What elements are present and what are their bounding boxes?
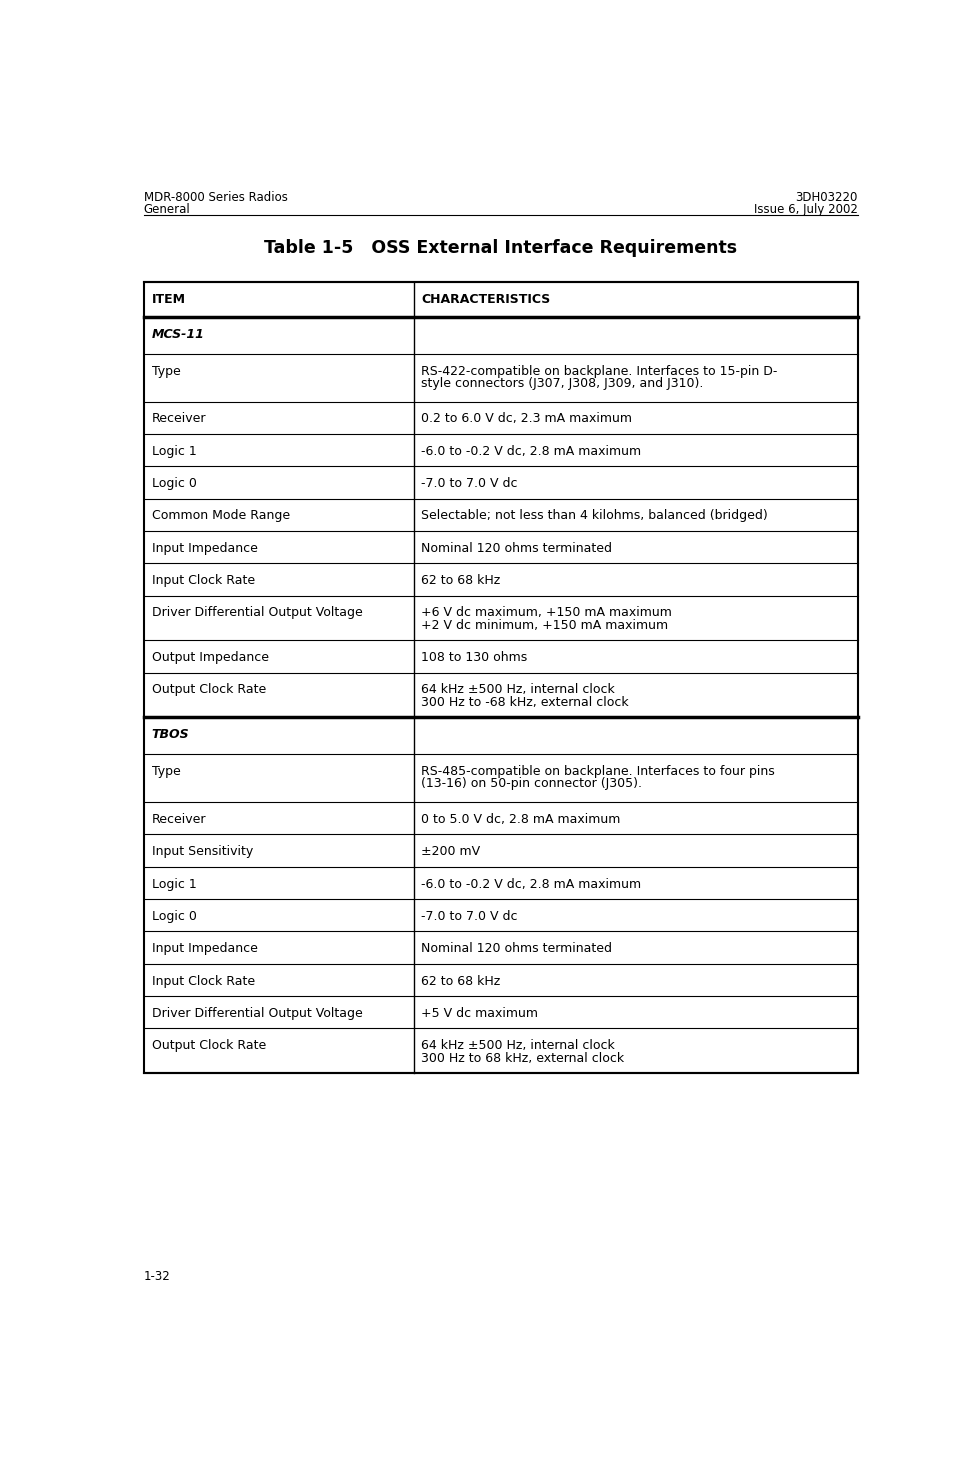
Text: style connectors (J307, J308, J309, and J310).: style connectors (J307, J308, J309, and … [421, 377, 703, 391]
Text: Selectable; not less than 4 kilohms, balanced (bridged): Selectable; not less than 4 kilohms, bal… [421, 509, 768, 522]
Text: Receiver: Receiver [151, 813, 206, 826]
Text: Type: Type [151, 765, 181, 778]
Text: Input Impedance: Input Impedance [151, 542, 258, 555]
Text: 1-32: 1-32 [144, 1270, 171, 1283]
Text: 108 to 130 ohms: 108 to 130 ohms [421, 651, 528, 665]
Text: +6 V dc maximum, +150 mA maximum: +6 V dc maximum, +150 mA maximum [421, 607, 672, 620]
Text: -7.0 to 7.0 V dc: -7.0 to 7.0 V dc [421, 910, 518, 924]
Text: 0 to 5.0 V dc, 2.8 mA maximum: 0 to 5.0 V dc, 2.8 mA maximum [421, 813, 620, 826]
Text: 300 Hz to 68 kHz, external clock: 300 Hz to 68 kHz, external clock [421, 1052, 624, 1064]
Text: Receiver: Receiver [151, 413, 206, 425]
Text: 3DH03220: 3DH03220 [795, 191, 858, 204]
Text: Driver Differential Output Voltage: Driver Differential Output Voltage [151, 1006, 362, 1020]
Text: +5 V dc maximum: +5 V dc maximum [421, 1006, 538, 1020]
Text: MCS-11: MCS-11 [151, 327, 204, 340]
Text: Output Impedance: Output Impedance [151, 651, 269, 665]
Text: Issue 6, July 2002: Issue 6, July 2002 [753, 203, 858, 216]
Text: Output Clock Rate: Output Clock Rate [151, 1039, 266, 1052]
Text: Nominal 120 ohms terminated: Nominal 120 ohms terminated [421, 943, 613, 955]
Text: 62 to 68 kHz: 62 to 68 kHz [421, 574, 500, 588]
Text: (13-16) on 50-pin connector (J305).: (13-16) on 50-pin connector (J305). [421, 777, 643, 790]
Text: Driver Differential Output Voltage: Driver Differential Output Voltage [151, 607, 362, 620]
Text: Input Clock Rate: Input Clock Rate [151, 974, 255, 987]
Text: Logic 1: Logic 1 [151, 878, 196, 891]
Text: RS-422-compatible on backplane. Interfaces to 15-pin D-: RS-422-compatible on backplane. Interfac… [421, 364, 778, 377]
Text: RS-485-compatible on backplane. Interfaces to four pins: RS-485-compatible on backplane. Interfac… [421, 765, 775, 778]
Text: Logic 0: Logic 0 [151, 477, 196, 490]
Text: -6.0 to -0.2 V dc, 2.8 mA maximum: -6.0 to -0.2 V dc, 2.8 mA maximum [421, 445, 642, 457]
Text: MDR-8000 Series Radios: MDR-8000 Series Radios [144, 191, 287, 204]
Text: CHARACTERISTICS: CHARACTERISTICS [421, 293, 551, 306]
Text: ITEM: ITEM [151, 293, 186, 306]
Text: 64 kHz ±500 Hz, internal clock: 64 kHz ±500 Hz, internal clock [421, 1039, 616, 1052]
Text: Input Impedance: Input Impedance [151, 943, 258, 955]
Text: 62 to 68 kHz: 62 to 68 kHz [421, 974, 500, 987]
Text: Logic 0: Logic 0 [151, 910, 196, 924]
Text: Common Mode Range: Common Mode Range [151, 509, 290, 522]
Text: Input Sensitivity: Input Sensitivity [151, 845, 253, 858]
Text: 300 Hz to -68 kHz, external clock: 300 Hz to -68 kHz, external clock [421, 696, 629, 709]
Text: Table 1-5   OSS External Interface Requirements: Table 1-5 OSS External Interface Require… [264, 240, 738, 258]
Text: Logic 1: Logic 1 [151, 445, 196, 457]
Text: 0.2 to 6.0 V dc, 2.3 mA maximum: 0.2 to 6.0 V dc, 2.3 mA maximum [421, 413, 632, 425]
Text: Output Clock Rate: Output Clock Rate [151, 684, 266, 697]
Text: ±200 mV: ±200 mV [421, 845, 481, 858]
Bar [144, 281, 858, 1073]
Text: TBOS: TBOS [151, 728, 190, 741]
Text: Input Clock Rate: Input Clock Rate [151, 574, 255, 588]
Text: -6.0 to -0.2 V dc, 2.8 mA maximum: -6.0 to -0.2 V dc, 2.8 mA maximum [421, 878, 642, 891]
Text: General: General [144, 203, 191, 216]
Text: Nominal 120 ohms terminated: Nominal 120 ohms terminated [421, 542, 613, 555]
Text: 64 kHz ±500 Hz, internal clock: 64 kHz ±500 Hz, internal clock [421, 684, 616, 697]
Text: +2 V dc minimum, +150 mA maximum: +2 V dc minimum, +150 mA maximum [421, 619, 668, 632]
Text: Type: Type [151, 364, 181, 377]
Text: -7.0 to 7.0 V dc: -7.0 to 7.0 V dc [421, 477, 518, 490]
